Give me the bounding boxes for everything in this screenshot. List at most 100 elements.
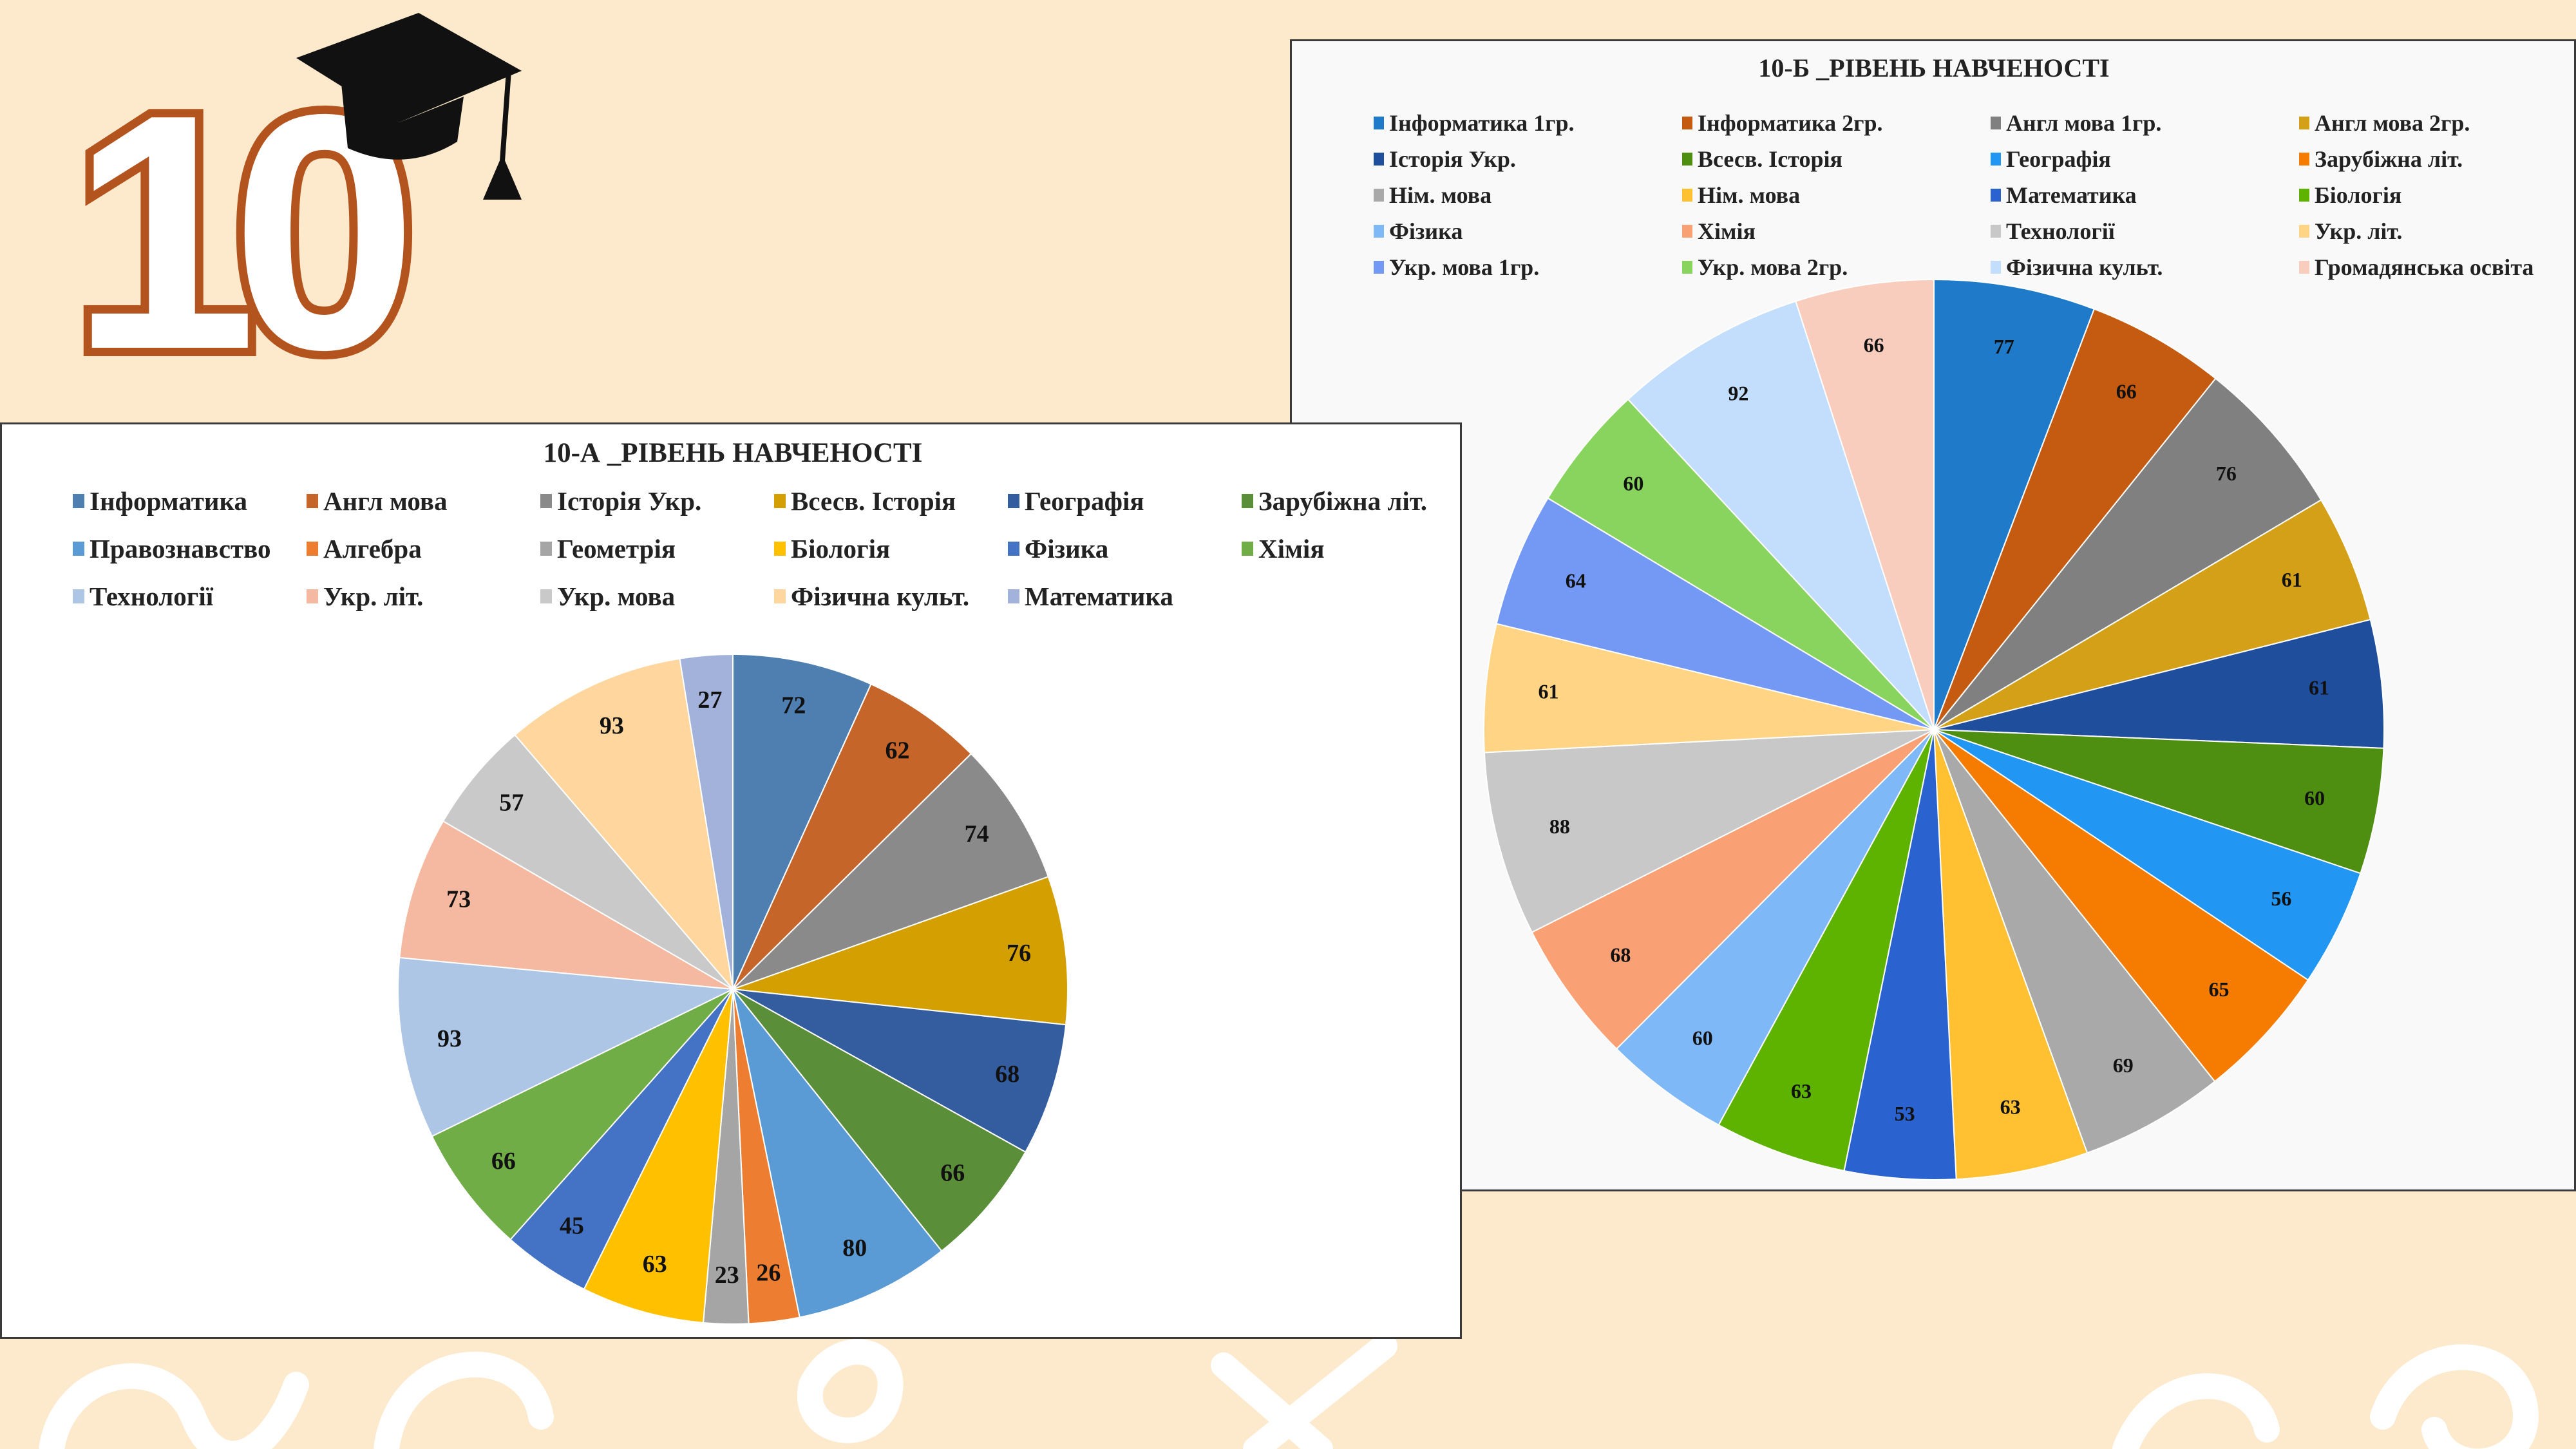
- legend-item: Хімія: [1682, 218, 1756, 245]
- data-label: 66: [1864, 334, 1884, 357]
- legend-swatch: [1374, 117, 1384, 129]
- pie-slice: [1531, 729, 1935, 1050]
- legend-label: Укр. мова 1гр.: [1389, 254, 1540, 280]
- data-label: 92: [1728, 382, 1748, 405]
- legend-swatch: [1374, 261, 1384, 274]
- legend-swatch: [540, 494, 552, 508]
- legend-label: Всесв. Історія: [1698, 146, 1842, 172]
- data-label: 60: [1692, 1026, 1713, 1049]
- legend-swatch: [2299, 225, 2309, 238]
- data-label: 76: [2216, 462, 2237, 485]
- data-label: 68: [1610, 943, 1631, 966]
- legend-label: Інформатика 1гр.: [1389, 110, 1575, 136]
- legend-swatch: [1682, 261, 1692, 274]
- legend-item: Всесв. Історія: [774, 486, 956, 516]
- legend-swatch: [1374, 153, 1384, 166]
- legend-item: Фізична культ.: [774, 581, 969, 612]
- legend-label: Укр. мова 2гр.: [1698, 254, 1848, 280]
- legend-label: Англ мова 2гр.: [2315, 110, 2470, 136]
- pie-slice: [732, 876, 1069, 1026]
- legend-label: Географія: [1025, 486, 1144, 516]
- legend-label: Математика: [2006, 182, 2137, 208]
- data-label: 62: [886, 737, 910, 764]
- data-label: 72: [781, 692, 806, 719]
- legend-item: Історія Укр.: [540, 486, 701, 516]
- legend-label: Технології: [2006, 218, 2115, 244]
- pie-slice: [1933, 729, 2088, 1180]
- data-label: 45: [560, 1212, 584, 1239]
- pie-slice: [1483, 623, 1935, 753]
- data-label: 93: [600, 712, 624, 739]
- data-label: 60: [1623, 471, 1643, 495]
- legend-swatch: [1008, 494, 1019, 508]
- legend-item: Географія: [1008, 486, 1144, 516]
- legend-item: Фізика: [1374, 218, 1463, 245]
- legend-label: Інформатика 2гр.: [1698, 110, 1883, 136]
- legend-item: Нім. мова: [1682, 182, 1800, 209]
- legend-swatch: [307, 494, 318, 508]
- legend-swatch: [1374, 189, 1384, 202]
- legend-label: Історія Укр.: [1389, 146, 1516, 172]
- legend-swatch: [1242, 494, 1253, 508]
- legend-label: Фізика: [1025, 534, 1109, 564]
- data-label: 69: [2113, 1054, 2134, 1077]
- legend-label: Біологія: [2315, 182, 2402, 208]
- pie-slice: [1933, 729, 2362, 981]
- pie-slice: [397, 956, 735, 1137]
- data-label: 66: [491, 1148, 516, 1175]
- legend-item: Інформатика 1гр.: [1374, 109, 1574, 137]
- data-label: 64: [1566, 569, 1586, 592]
- legend-label: Хімія: [1258, 534, 1325, 564]
- legend-swatch: [1374, 225, 1384, 238]
- legend-item: Укр. мова 2гр.: [1682, 254, 1848, 281]
- legend-label: Англ мова 1гр.: [2006, 110, 2162, 136]
- pie-slice: [1933, 498, 2371, 730]
- legend-label: Нім. мова: [1698, 182, 1801, 208]
- legend-label: Зарубіжна літ.: [2315, 146, 2463, 172]
- decorative-swirls: [39, 1333, 2539, 1449]
- legend-item: Англ мова 1гр.: [1991, 109, 2161, 137]
- legend-swatch: [1682, 189, 1692, 202]
- pie-slice: [1933, 308, 2217, 730]
- legend-swatch: [73, 589, 84, 603]
- legend-item: Хімія: [1242, 533, 1325, 564]
- data-label: 88: [1549, 815, 1570, 838]
- data-label: 61: [1538, 679, 1558, 703]
- legend-label: Історія Укр.: [557, 486, 702, 516]
- legend-swatch: [1991, 225, 2001, 238]
- legend-item: Нім. мова: [1374, 182, 1492, 209]
- pie-slice: [1933, 729, 2309, 1083]
- legend-item: Геометрія: [540, 533, 676, 564]
- legend-item: Укр. літ.: [2299, 218, 2402, 245]
- legend-swatch: [1682, 117, 1692, 129]
- data-label: 77: [1994, 335, 2014, 358]
- pie-slice: [1547, 398, 1935, 730]
- data-label: 63: [2000, 1095, 2021, 1119]
- legend-label: Зарубіжна літ.: [1258, 486, 1428, 516]
- legend-label: Математика: [1025, 582, 1173, 611]
- legend-item: Зарубіжна літ.: [2299, 146, 2463, 173]
- pie-slice: [1933, 377, 2322, 730]
- data-label: 80: [842, 1235, 867, 1262]
- legend-swatch: [1008, 589, 1019, 603]
- pie-slice: [732, 989, 943, 1318]
- pie-slice: [1933, 618, 2385, 749]
- legend-item: Укр. літ.: [307, 581, 423, 612]
- data-label: 61: [2309, 676, 2329, 699]
- chart-title: 10-Б _РІВЕНЬ НАВЧЕНОСТІ: [1758, 53, 2110, 82]
- legend-item: Алгебра: [307, 533, 422, 564]
- pie-slice: [732, 989, 1027, 1252]
- legend-label: Укр. мова: [557, 582, 676, 611]
- data-label: 63: [643, 1251, 667, 1278]
- grade-10-logo: 10: [62, 13, 522, 386]
- pie-slice: [1933, 278, 2096, 730]
- data-label: 53: [1895, 1102, 1915, 1125]
- data-label: 61: [2282, 568, 2302, 591]
- legend-swatch: [1991, 189, 2001, 202]
- legend-label: Англ мова: [323, 486, 448, 516]
- pie-slice: [583, 989, 734, 1324]
- legend-swatch: [2299, 117, 2309, 129]
- legend-swatch: [1991, 117, 2001, 129]
- chart-10a-panel: 10-А _РІВЕНЬ НАВЧЕНОСТІ Інформатика Англ …: [0, 422, 1462, 1339]
- pie-slice: [1718, 729, 1935, 1172]
